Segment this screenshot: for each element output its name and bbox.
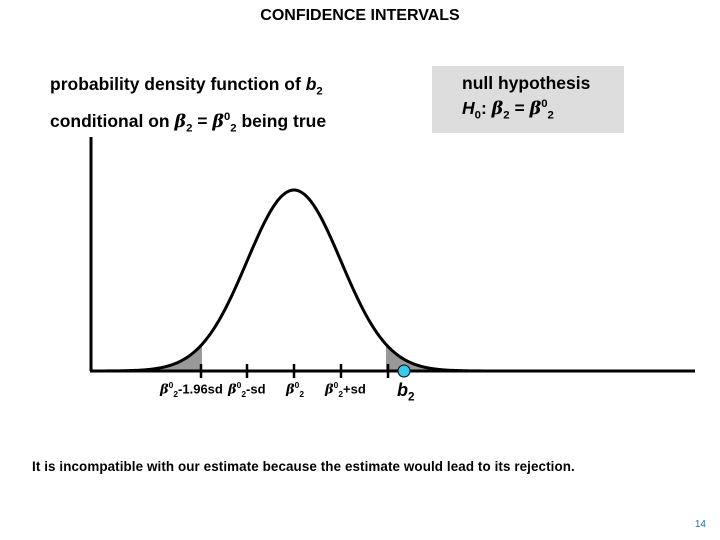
- caption: It is incompatible with our estimate bec…: [32, 459, 575, 474]
- slide-title: CONFIDENCE INTERVALS: [260, 7, 460, 24]
- null-hypothesis-box: null hypothesis H0: β2 = β02: [432, 66, 624, 133]
- pdf-description-line2: conditional on β2 = β02 being true: [50, 110, 327, 134]
- tick-label-plus-sd: β02+sd: [325, 380, 366, 399]
- pdf-description-line1: probability density function of b2: [50, 74, 323, 98]
- tick-label-lower-196: β02-1.96sd: [160, 380, 223, 399]
- page-number: 14: [694, 519, 706, 530]
- pdf-description: probability density function of b2 condi…: [50, 72, 326, 141]
- density-curve: [97, 188, 490, 373]
- estimate-marker: [397, 364, 411, 378]
- estimate-label: b2: [397, 380, 415, 404]
- tick-label-null-value: β02: [286, 380, 305, 399]
- null-hypothesis-statement: H0: β2 = β02: [462, 98, 554, 122]
- null-hypothesis-heading: null hypothesis: [462, 73, 591, 93]
- tick-label-minus-sd: β02-sd: [228, 380, 266, 399]
